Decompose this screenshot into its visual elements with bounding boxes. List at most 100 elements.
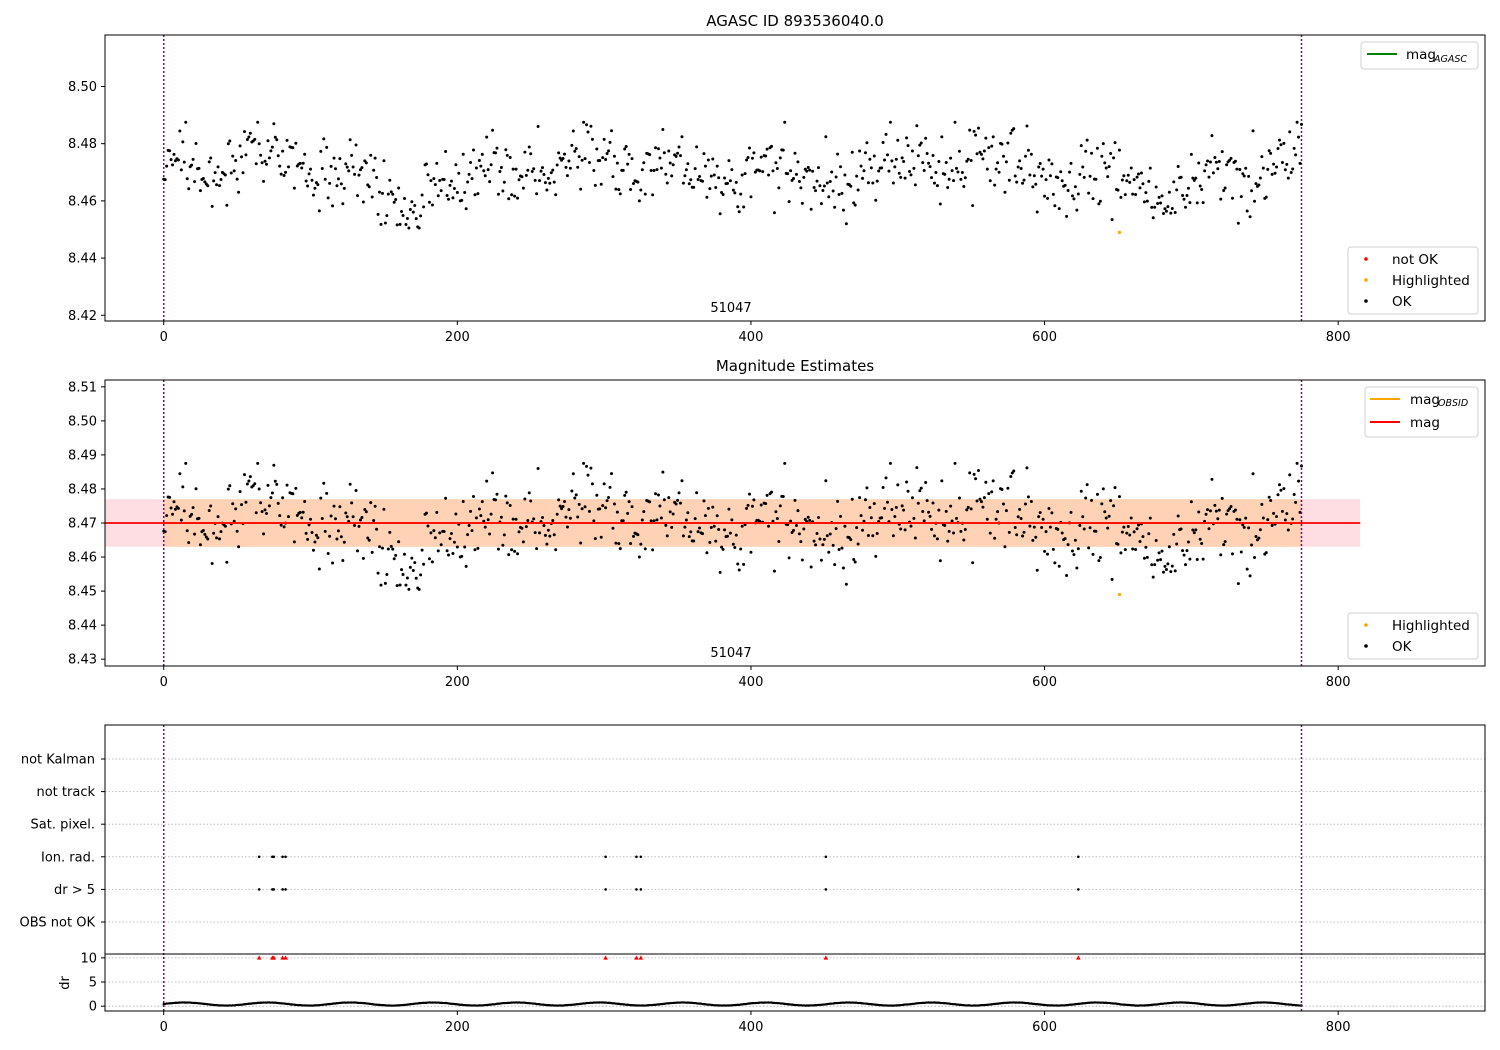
p1-ok-point (568, 166, 572, 170)
p1-ok-point (1186, 186, 1190, 190)
p2-ok-point (319, 496, 323, 500)
p1-highlighted-point (1117, 230, 1122, 234)
p2-ok-point (184, 461, 188, 465)
p1-ok-point (605, 151, 609, 155)
p1-ok-point (402, 196, 406, 200)
p2-ok-point (705, 551, 709, 555)
p1-ok-point (287, 165, 291, 169)
p1-ok-point (1070, 194, 1074, 198)
p2-ok-point (325, 491, 329, 495)
p1-ok-point (397, 186, 401, 190)
p1-ok-point (693, 167, 697, 171)
p2-ok-point (689, 530, 693, 534)
p2-ok-point (684, 518, 688, 522)
p2-ok-point (962, 538, 966, 542)
p2-ok-point (1110, 577, 1114, 581)
p2-ok-point (542, 524, 546, 528)
dr-clipped-marker (283, 955, 288, 960)
p1-ok-point (394, 198, 398, 202)
p2-ok-point (234, 507, 238, 511)
p1-ok-point (1012, 127, 1016, 131)
p2-ok-point (708, 540, 712, 544)
p2-ok-point (476, 546, 480, 550)
p1-ok-point (819, 202, 823, 206)
p1-ok-point (749, 195, 753, 199)
p2-ok-point (469, 509, 473, 513)
p2-ok-point (1075, 566, 1079, 570)
p2-ok-point (567, 508, 571, 512)
p2-ok-point (930, 527, 934, 531)
p2-ok-point (1132, 530, 1136, 534)
p1-ok-point (595, 147, 599, 151)
p1-ok-point (303, 152, 307, 156)
p1-ok-point (781, 148, 785, 152)
p1-ok-point (1131, 192, 1135, 196)
p2-ok-point (869, 516, 873, 520)
p2-ok-point (850, 497, 854, 501)
p2-ok-point (987, 492, 991, 496)
p1-ok-point (1201, 201, 1205, 205)
p2-ok-point (747, 492, 751, 496)
p2-ok-point (988, 531, 992, 535)
p1-ok-point (1041, 167, 1045, 171)
p2-ok-point (618, 547, 622, 551)
p2-ok-point (275, 482, 279, 486)
p1-ok-point (908, 170, 912, 174)
p1-ok-point (686, 162, 690, 166)
p1-ok-point (1132, 178, 1136, 182)
p1-ok-point (565, 174, 569, 178)
p2-ok-point (844, 582, 848, 586)
p1-ok-point (880, 166, 884, 170)
p2-ok-point (975, 499, 979, 503)
p1-ok-point (881, 140, 885, 144)
p1-ok-point (1173, 210, 1177, 214)
p2-ok-point (677, 491, 681, 495)
p2-ok-point (1236, 582, 1240, 586)
p1-ok-point (1035, 210, 1039, 214)
p1-ok-point (840, 191, 844, 195)
legend-ok-marker (1364, 299, 1368, 303)
p2-ok-point (524, 525, 528, 529)
p2-ok-point (607, 496, 611, 500)
p2-ok-point (182, 509, 186, 513)
p1-ok-point (294, 141, 298, 145)
p2-ok-point (896, 483, 900, 487)
p1-ok-point (789, 169, 793, 173)
p2-ok-point (715, 514, 719, 518)
p2-ok-point (918, 489, 922, 493)
p1-ok-point (1288, 130, 1292, 134)
p2-ok-point (420, 548, 424, 552)
p2-ok-point (938, 559, 942, 563)
p1-ok-point (432, 177, 436, 181)
p2-ok-point (589, 466, 593, 470)
p1-ok-point (812, 186, 816, 190)
p2-ok-point (483, 525, 487, 529)
p1-ok-point (855, 174, 859, 178)
p1-ok-point (234, 158, 238, 162)
panel2-legend-bottom: Highlighted OK (1347, 612, 1479, 660)
p1-ok-point (894, 157, 898, 161)
p2-ok-point (787, 556, 791, 560)
p1-ok-point (1119, 195, 1123, 199)
p2-ok-point (439, 543, 443, 547)
p2-ok-point (890, 507, 894, 511)
p1-ok-point (1050, 162, 1054, 166)
p2-ok-point (375, 527, 379, 531)
p1-ok-point (683, 174, 687, 178)
p1-ok-point (934, 170, 938, 174)
p2-ok-point (701, 532, 705, 536)
p1-ok-point (996, 161, 1000, 165)
p1-ok-point (336, 177, 340, 181)
p1-ok-point (1245, 209, 1249, 213)
p2-ok-point (778, 504, 782, 508)
p1-ok-point (767, 173, 771, 177)
p1-ok-point (1176, 164, 1180, 168)
p1-ok-point (816, 166, 820, 170)
p1-ok-point (513, 194, 517, 198)
p1-ok-point (796, 160, 800, 164)
p2-ok-point (1016, 515, 1020, 519)
p2-ok-point (495, 492, 499, 496)
legend2-highlighted-marker (1364, 623, 1368, 627)
p2-ok-point (617, 542, 621, 546)
